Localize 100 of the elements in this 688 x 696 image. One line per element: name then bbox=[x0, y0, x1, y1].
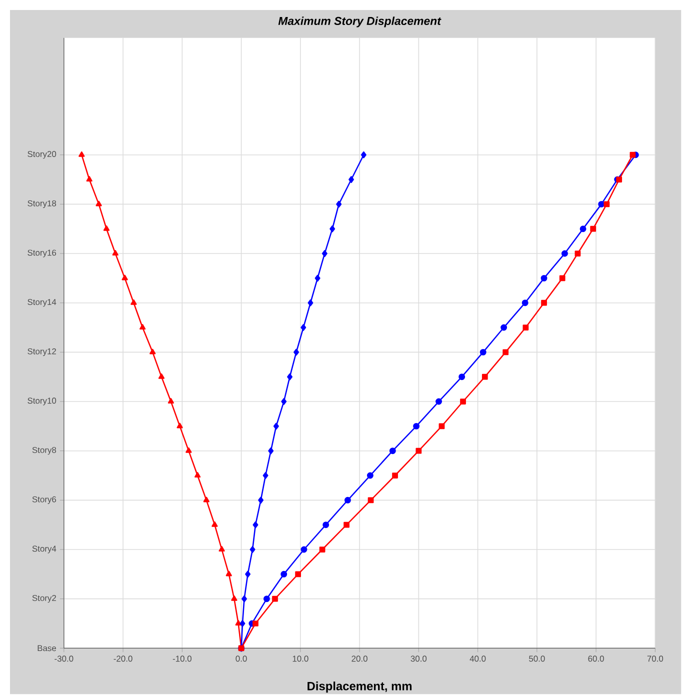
point bbox=[78, 151, 85, 157]
point bbox=[319, 546, 326, 552]
point bbox=[368, 497, 374, 504]
point bbox=[241, 595, 247, 602]
point bbox=[281, 398, 287, 405]
point bbox=[194, 472, 201, 478]
point bbox=[273, 422, 279, 430]
point bbox=[322, 250, 328, 257]
point bbox=[293, 348, 299, 356]
point bbox=[231, 595, 238, 601]
point bbox=[541, 300, 547, 306]
point bbox=[559, 275, 566, 282]
x-axis-title: Displacement, mm bbox=[308, 682, 412, 693]
point bbox=[122, 274, 128, 280]
point bbox=[168, 398, 174, 404]
point bbox=[150, 348, 156, 354]
point bbox=[435, 398, 442, 405]
point bbox=[203, 496, 210, 502]
point bbox=[598, 200, 605, 208]
y-tick-label: Story8 bbox=[32, 447, 56, 455]
x-tick-label: -30.0 bbox=[54, 656, 74, 662]
y-tick-label: Base bbox=[38, 645, 56, 652]
x-tick-label: -10.0 bbox=[172, 656, 192, 662]
point bbox=[604, 201, 610, 208]
point bbox=[212, 521, 218, 527]
y-tick-label: Story16 bbox=[28, 250, 56, 258]
point bbox=[268, 447, 274, 454]
point bbox=[438, 423, 445, 430]
point bbox=[366, 472, 374, 479]
point bbox=[240, 620, 246, 627]
point bbox=[286, 373, 292, 380]
point bbox=[540, 274, 548, 282]
point bbox=[235, 620, 242, 626]
x-tick-label: 0.0 bbox=[236, 656, 247, 662]
point bbox=[252, 620, 258, 626]
point bbox=[218, 546, 225, 552]
point bbox=[392, 472, 398, 478]
point bbox=[480, 348, 486, 356]
point bbox=[561, 250, 568, 257]
point bbox=[300, 546, 308, 553]
point bbox=[272, 596, 278, 602]
point bbox=[295, 571, 301, 578]
x-tick-label: 40.0 bbox=[470, 656, 486, 662]
x-tick-label: -20.0 bbox=[114, 656, 132, 662]
point bbox=[86, 176, 92, 182]
point bbox=[300, 324, 306, 331]
point bbox=[336, 200, 342, 208]
point bbox=[250, 546, 256, 553]
y-tick-label: Story14 bbox=[28, 299, 56, 307]
point bbox=[344, 496, 351, 504]
y-tick-label: Story18 bbox=[28, 200, 56, 208]
x-tick-label: 50.0 bbox=[528, 656, 545, 662]
point bbox=[226, 570, 232, 576]
point bbox=[360, 151, 366, 158]
point bbox=[139, 324, 146, 330]
point bbox=[186, 447, 192, 453]
point bbox=[96, 200, 102, 206]
point bbox=[280, 570, 288, 578]
point bbox=[314, 274, 320, 282]
point bbox=[176, 422, 183, 428]
point bbox=[502, 349, 508, 356]
x-tick-label: 70.0 bbox=[647, 656, 664, 662]
point bbox=[308, 299, 314, 306]
point bbox=[500, 324, 507, 331]
point bbox=[580, 226, 586, 232]
point bbox=[574, 250, 581, 256]
point bbox=[458, 374, 466, 380]
point bbox=[460, 398, 466, 404]
x-tick-label: 30.0 bbox=[410, 656, 427, 662]
point bbox=[330, 225, 336, 232]
point bbox=[416, 448, 422, 454]
point bbox=[112, 250, 118, 256]
x-tick-label: 10.0 bbox=[292, 656, 308, 662]
y-tick-label: Story20 bbox=[28, 151, 56, 159]
point bbox=[389, 448, 396, 454]
point bbox=[344, 522, 350, 528]
y-tick-label: Story2 bbox=[32, 595, 56, 603]
point bbox=[158, 373, 164, 379]
chart-title: Maximum Story Displacement bbox=[278, 16, 442, 28]
point bbox=[252, 521, 258, 528]
y-tick-label: Story12 bbox=[28, 348, 56, 356]
point bbox=[103, 225, 110, 231]
point bbox=[348, 176, 354, 183]
y-tick-label: Story4 bbox=[32, 546, 56, 554]
x-tick-label: 60.0 bbox=[588, 656, 604, 662]
point bbox=[590, 226, 596, 232]
point bbox=[413, 422, 420, 430]
point bbox=[245, 570, 250, 578]
y-tick-label: Story10 bbox=[28, 398, 56, 406]
point bbox=[630, 152, 636, 158]
point bbox=[482, 374, 488, 380]
point bbox=[322, 522, 330, 528]
point bbox=[263, 596, 270, 602]
point bbox=[522, 300, 528, 306]
x-tick-label: 20.0 bbox=[352, 656, 368, 662]
point bbox=[130, 299, 137, 305]
point bbox=[262, 472, 268, 479]
point bbox=[522, 324, 529, 330]
y-tick-label: Story6 bbox=[32, 496, 56, 504]
point bbox=[258, 496, 264, 504]
